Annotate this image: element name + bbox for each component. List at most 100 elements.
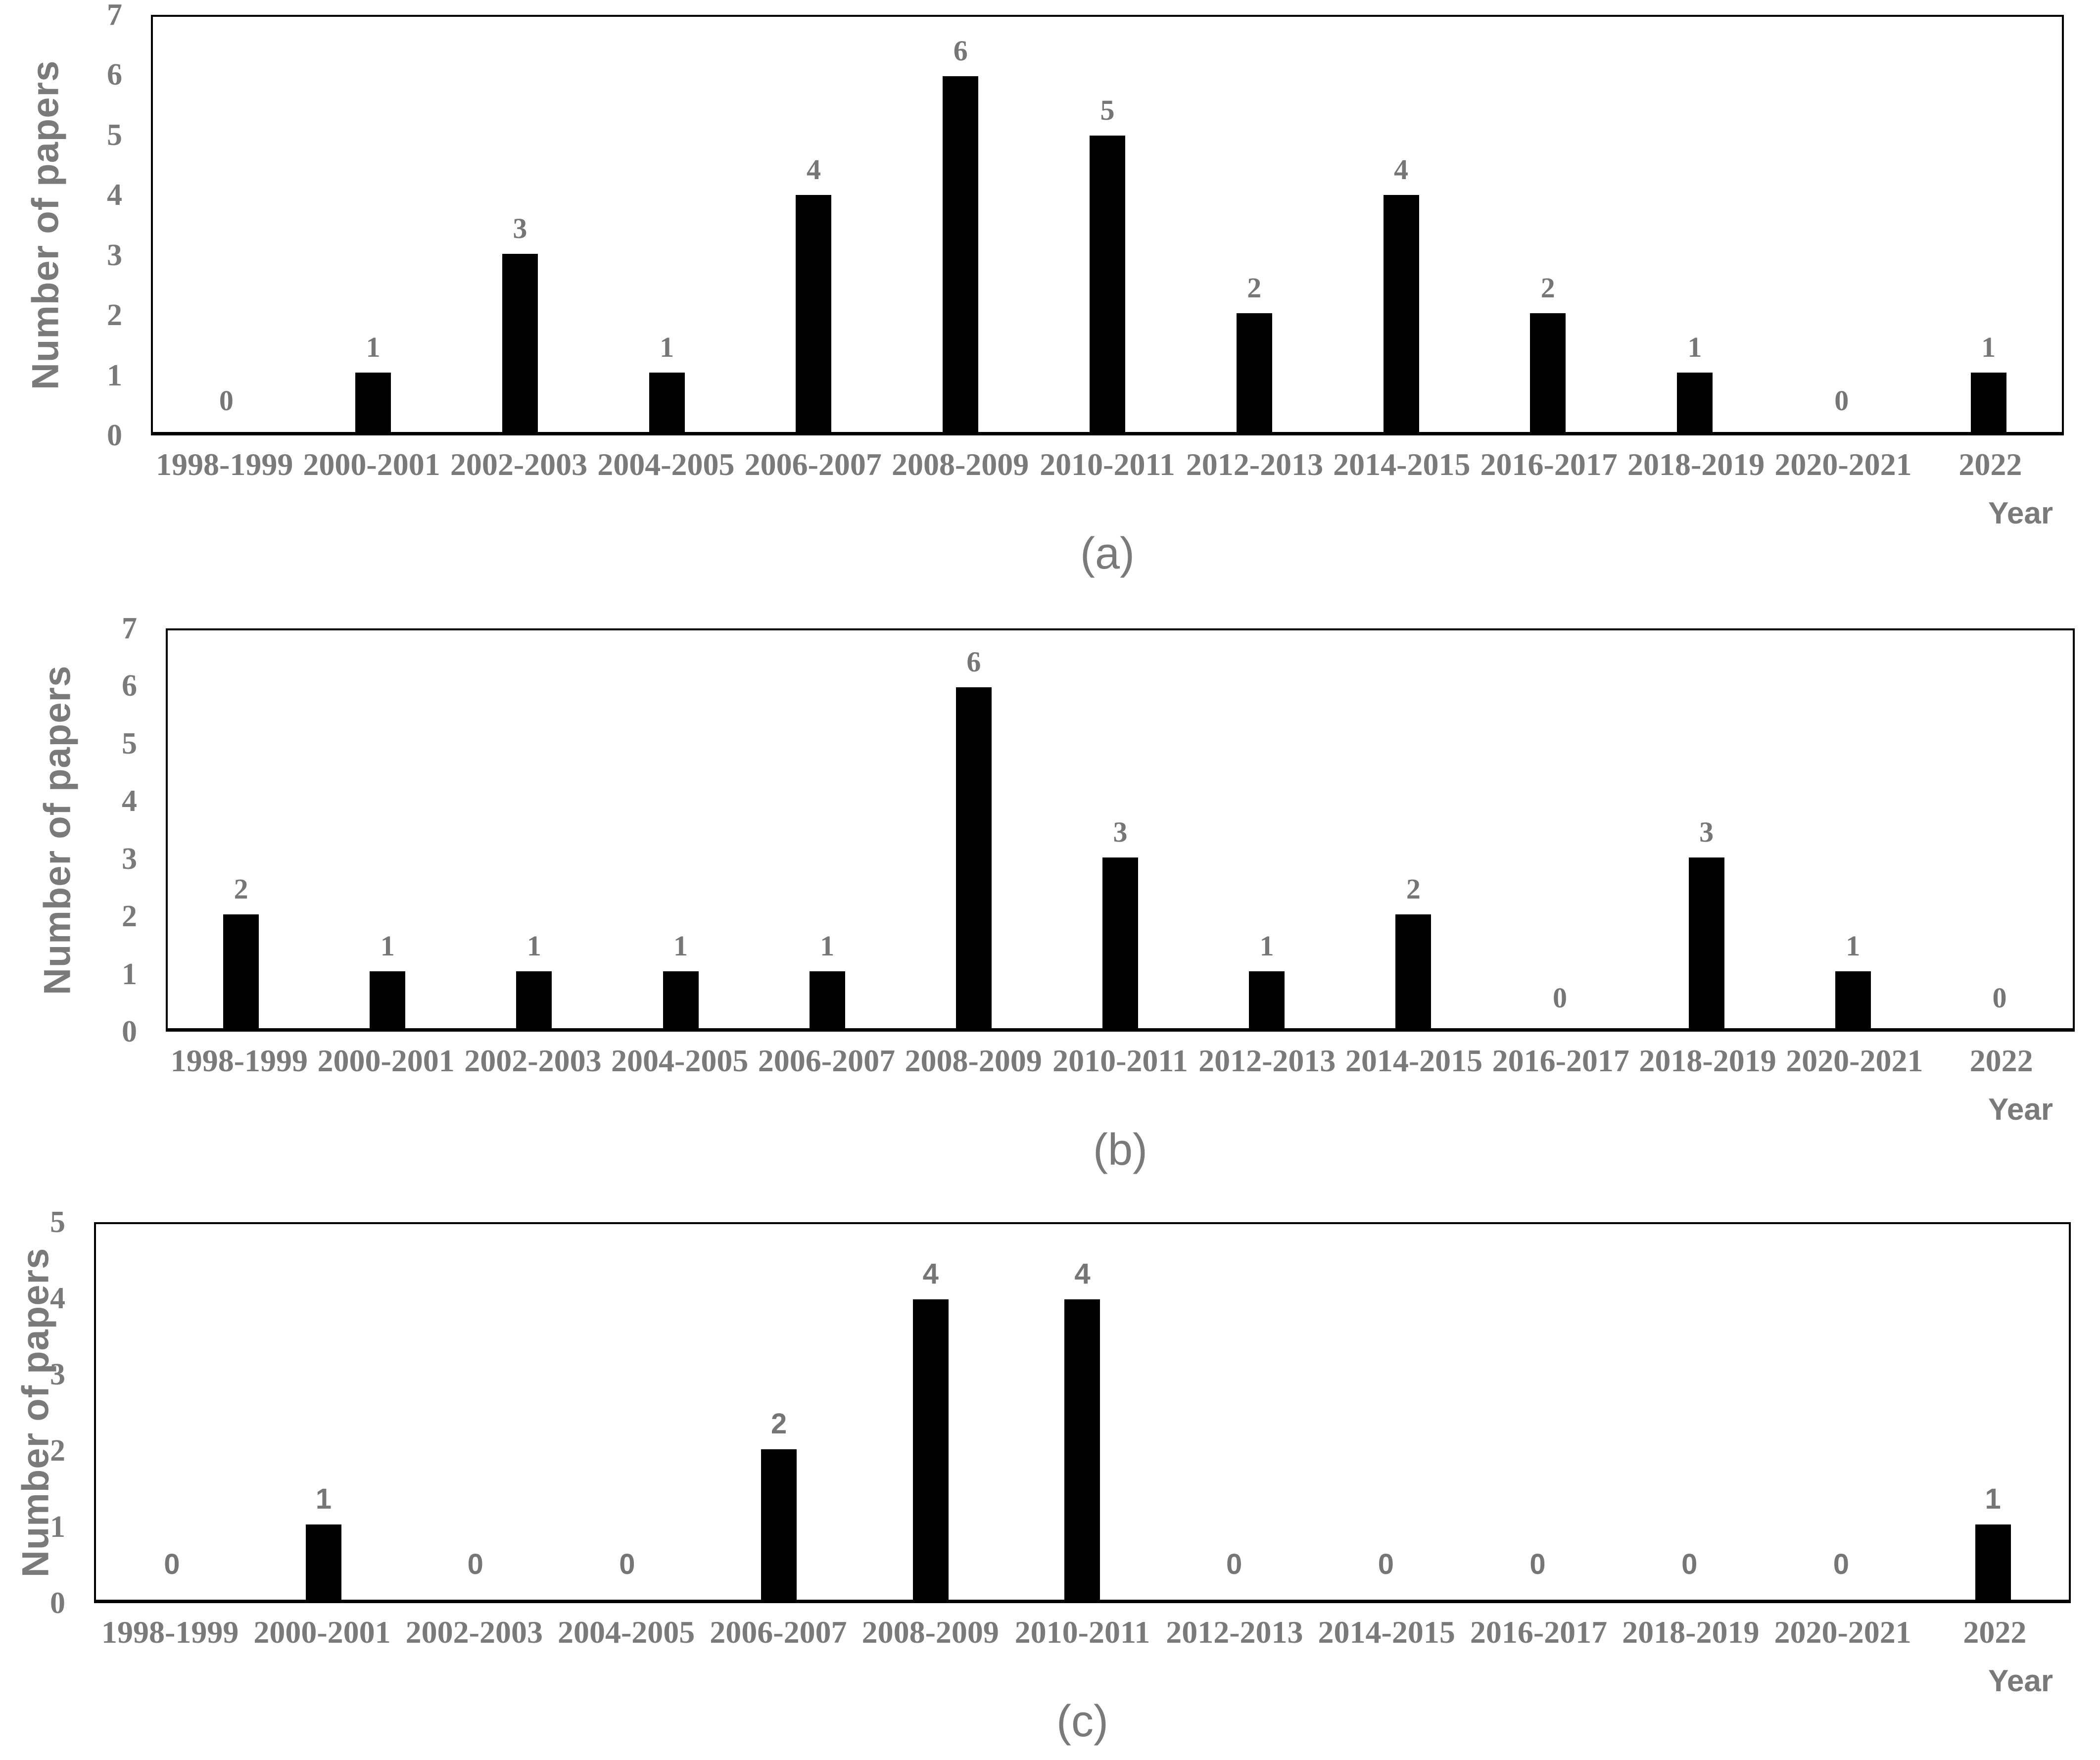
x-tick-label: 2014-2015 (1333, 447, 1471, 482)
x-tick-label: 2022 (1958, 447, 2022, 482)
x-axis-ticks: 1998-1999 2000-2001 2002-2003 2004-2005 2006… (166, 1043, 2075, 1079)
bar-value-label: 0 (164, 1548, 180, 1580)
bar (1395, 914, 1432, 1028)
bar-slot: 0 (153, 17, 300, 432)
bar-value-label: 0 (1226, 1548, 1242, 1580)
bar (370, 971, 406, 1028)
x-tick-label: 2010-2011 (1052, 1043, 1188, 1078)
x-axis-ticks: 1998-1999 2000-2001 2002-2003 2004-2005 2006… (151, 446, 2064, 483)
bar (649, 373, 685, 432)
x-tick-label: 1998-1999 (156, 447, 293, 482)
x-tick-label: 2018-2019 (1622, 1615, 1760, 1650)
bar-value-label: 2 (234, 873, 248, 905)
bar-value-label: 4 (922, 1257, 939, 1290)
x-tick-label: 2016-2017 (1470, 1615, 1608, 1650)
bar-value-label: 0 (1833, 1548, 1850, 1580)
x-tick-label: 2000-2001 (317, 1043, 455, 1078)
bar-slot: 2 (1181, 17, 1328, 432)
bar-value-label: 1 (1985, 1483, 2001, 1516)
bar-value-label: 1 (1259, 930, 1274, 962)
bar-value-label: 1 (1846, 930, 1861, 962)
x-axis-title: Year (1988, 1664, 2053, 1698)
x-axis-ticks: 1998-1999 2000-2001 2002-2003 2004-2005 2006… (94, 1614, 2071, 1651)
bar-slot: 2 (1340, 630, 1486, 1028)
x-tick-label: 2014-2015 (1345, 1043, 1483, 1078)
bar-slot: 0 (1486, 630, 1633, 1028)
bar-slot: 1 (300, 17, 447, 432)
bar-slot: 2 (1475, 17, 1622, 432)
y-tick-label: 2 (50, 1434, 65, 1468)
bar (223, 914, 259, 1028)
y-tick-label: 2 (122, 900, 137, 934)
y-axis-ticks: 0 1 2 3 4 5 (0, 1207, 65, 1618)
bar-slot: 4 (1006, 1224, 1158, 1600)
bar-slot: 4 (855, 1224, 1006, 1600)
x-tick-label: 2006-2007 (758, 1043, 896, 1078)
bar-slot: 0 (1614, 1224, 1766, 1600)
bar-slot: 3 (1633, 630, 1780, 1028)
x-tick-label: 2014-2015 (1318, 1615, 1455, 1650)
bar-slot: 5 (1034, 17, 1181, 432)
y-tick-label: 3 (107, 238, 122, 272)
x-tick-label: 2016-2017 (1480, 447, 1618, 482)
bar (1236, 313, 1272, 432)
bar-value-label: 0 (1681, 1548, 1698, 1580)
bar-slot: 1 (593, 17, 740, 432)
bar-value-label: 1 (660, 331, 674, 364)
bar (1688, 857, 1724, 1028)
bar-slot: 0 (96, 1224, 248, 1600)
bar-slot: 1 (1917, 1224, 2069, 1600)
bar-value-label: 0 (1378, 1548, 1394, 1580)
bar-slot: 0 (1462, 1224, 1614, 1600)
bar-value-label: 3 (1699, 816, 1714, 849)
bar-value-label: 0 (219, 384, 234, 417)
bar-value-label: 0 (1529, 1548, 1546, 1580)
x-tick-label: 2000-2001 (253, 1615, 391, 1650)
bar-value-label: 4 (806, 153, 821, 186)
y-tick-label: 5 (107, 118, 122, 152)
y-tick-label: 3 (50, 1358, 65, 1391)
bar-value-label: 0 (1834, 384, 1849, 417)
bar (1383, 194, 1419, 432)
y-tick-label: 4 (122, 784, 137, 818)
bar-value-label: 1 (1687, 331, 1702, 364)
bar-slot: 0 (1158, 1224, 1310, 1600)
x-tick-label: 2004-2005 (597, 447, 735, 482)
x-tick-label: 2002-2003 (464, 1043, 602, 1078)
x-axis-title: Year (1988, 496, 2053, 530)
bar-slot: 1 (461, 630, 607, 1028)
bar (502, 254, 538, 432)
y-tick-label: 1 (107, 358, 122, 392)
bar (516, 971, 552, 1028)
bar-value-label: 1 (820, 930, 835, 962)
bar-slot: 3 (1047, 630, 1193, 1028)
y-tick-label: 2 (107, 298, 122, 333)
x-tick-label: 2018-2019 (1627, 447, 1765, 482)
x-tick-label: 2008-2009 (861, 1615, 999, 1650)
bar-slot: 0 (1768, 17, 1915, 432)
bar-value-label: 6 (966, 645, 981, 678)
bar-slot: 0 (551, 1224, 703, 1600)
bar-slot: 0 (1926, 630, 2073, 1028)
bar (1970, 373, 2006, 432)
y-tick-label: 6 (122, 669, 137, 703)
bar-value-label: 2 (1247, 272, 1262, 304)
x-tick-label: 1998-1999 (170, 1043, 308, 1078)
panel-caption: (a) (1080, 529, 1135, 578)
y-tick-label: 3 (122, 842, 137, 876)
bar (912, 1299, 949, 1600)
bar (761, 1449, 797, 1600)
bar-slot: 1 (1780, 630, 1926, 1028)
x-tick-label: 2020-2021 (1774, 1615, 1911, 1650)
x-tick-label: 2000-2001 (303, 447, 440, 482)
bar-value-label: 1 (366, 331, 381, 364)
x-axis-title: Year (1988, 1093, 2053, 1127)
bar (1835, 971, 1871, 1028)
y-tick-label: 0 (107, 419, 122, 452)
x-tick-label: 1998-1999 (101, 1615, 239, 1650)
x-tick-label: 2012-2013 (1166, 1615, 1303, 1650)
bar-slot: 3 (447, 17, 594, 432)
bar-slot: 0 (1310, 1224, 1462, 1600)
